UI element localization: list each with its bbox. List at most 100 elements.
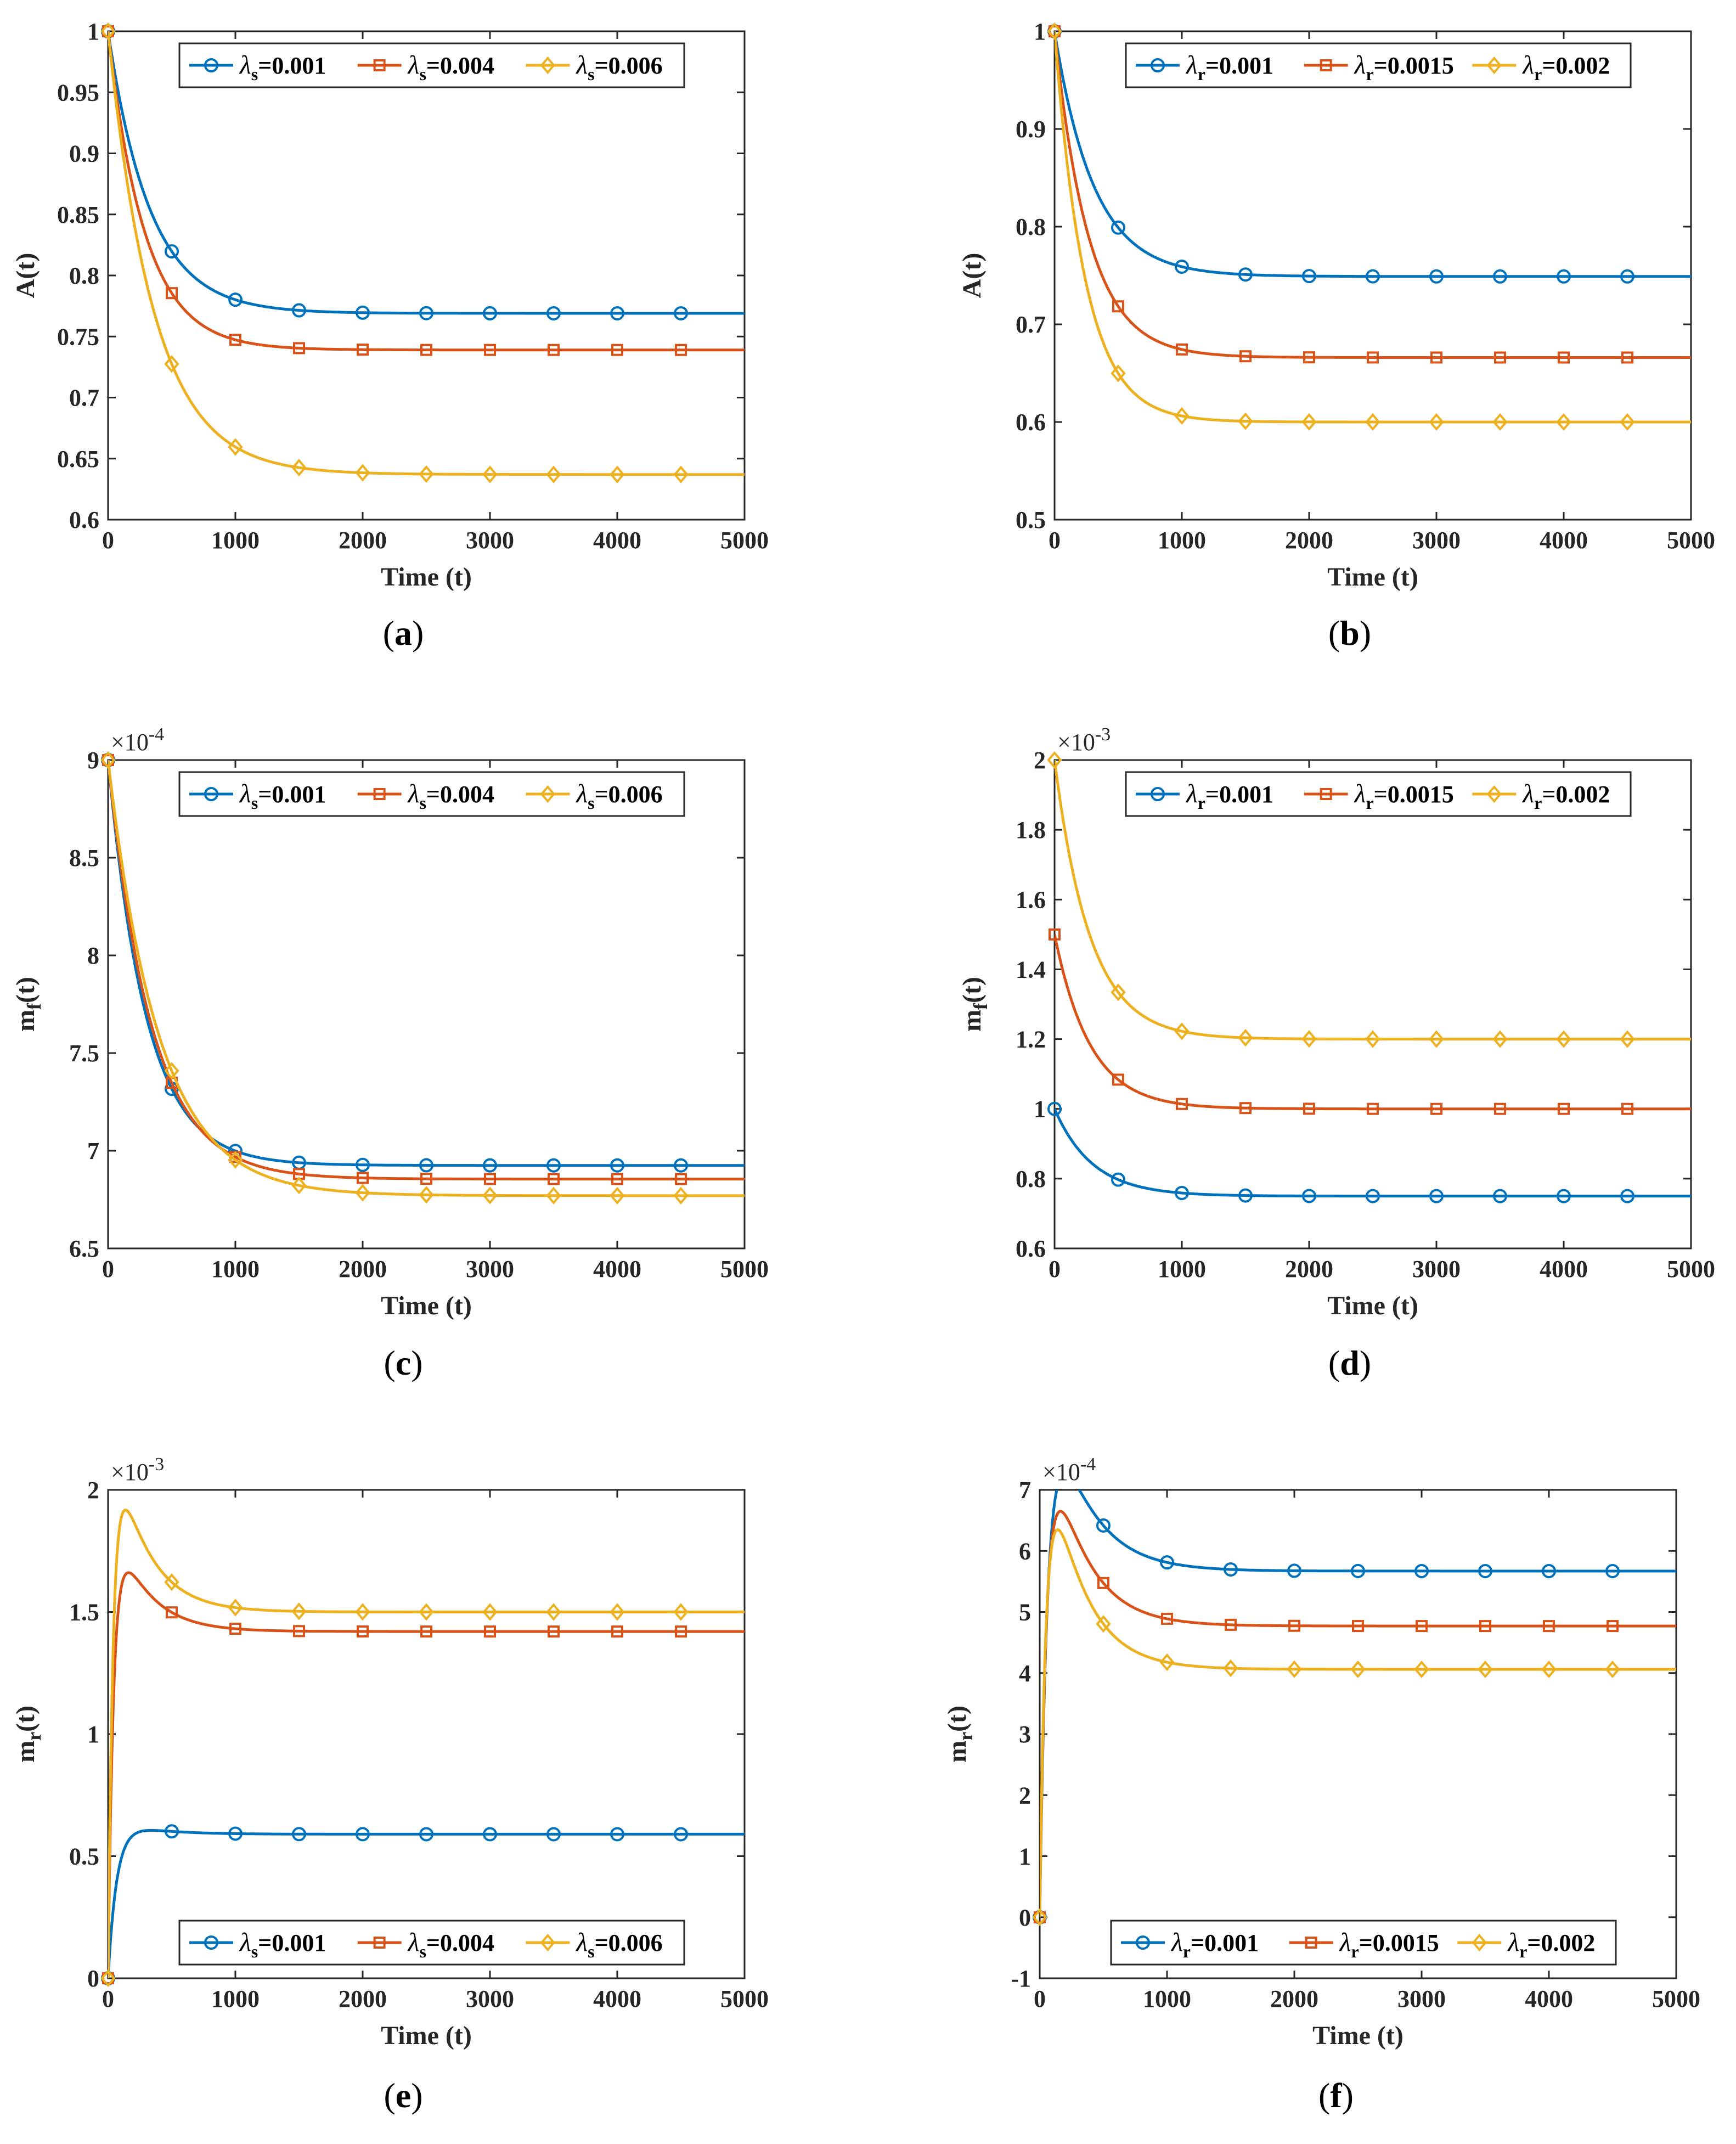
x-axis-label: Time (t) <box>381 1291 472 1320</box>
legend-marker <box>204 787 218 801</box>
series-2-marker <box>548 344 560 356</box>
series-2-marker <box>293 342 305 354</box>
series-3-marker <box>419 465 434 483</box>
series-1-marker <box>1605 1563 1620 1578</box>
series-1-marker <box>228 292 243 307</box>
axes-box <box>107 759 746 1250</box>
series-2-marker <box>1367 1102 1379 1115</box>
x-axis-label: Time (t) <box>1327 562 1418 592</box>
axis-exponent: ×10-4 <box>111 724 164 756</box>
series-3-marker <box>1111 364 1126 382</box>
series-2-marker <box>229 334 241 346</box>
series-line-2 <box>108 1571 745 1978</box>
legend-marker <box>540 56 555 75</box>
x-tick-label: 2000 <box>339 1256 387 1282</box>
legend-entry-1: λs=0.001 <box>239 1928 326 1961</box>
y-tick-label: 1.5 <box>69 1599 99 1626</box>
y-tick-label: 2 <box>1034 747 1046 774</box>
legend-entry-1: λr=0.001 <box>1185 779 1273 813</box>
series-1-marker <box>1351 1563 1365 1578</box>
series-3-marker <box>1350 1660 1366 1679</box>
x-tick-label: 4000 <box>1525 1985 1573 2012</box>
legend: λr=0.001 λr=0.0015 λr=0.002 <box>1110 1920 1617 1966</box>
legend-entry-3: λs=0.006 <box>575 1928 662 1961</box>
y-tick-label: 0.6 <box>69 507 99 533</box>
series-line-1 <box>1055 1108 1691 1198</box>
y-tick-label: 0.9 <box>1016 116 1046 143</box>
y-tick-label: 1 <box>87 18 99 45</box>
series-1-marker <box>1096 1518 1111 1533</box>
x-tick-label: 1000 <box>1143 1985 1191 2012</box>
series-1-marker <box>1414 1563 1429 1578</box>
series-3-marker <box>1223 1659 1238 1678</box>
y-tick-label: 1.6 <box>1016 886 1046 913</box>
axes-box <box>107 1489 746 1979</box>
series-2-marker <box>166 287 178 300</box>
series-3-marker <box>1032 1908 1047 1926</box>
legend-marker <box>1486 785 1502 803</box>
legend-entry-2: λs=0.004 <box>407 1928 494 1961</box>
legend-marker <box>1320 59 1332 71</box>
series-3-marker <box>100 751 116 769</box>
x-tick-label: 5000 <box>720 527 769 554</box>
legend-marker <box>540 785 555 803</box>
series-line-1 <box>108 1828 745 1978</box>
y-tick-label: 0.7 <box>69 385 99 412</box>
series-2-marker <box>420 344 432 356</box>
series-2-marker <box>1239 350 1252 363</box>
series-2-marker <box>1097 1577 1109 1589</box>
series-2-marker <box>1430 351 1442 364</box>
legend-marker <box>373 1937 386 1949</box>
series-1-marker <box>674 1158 688 1173</box>
series-3-marker <box>228 438 243 456</box>
y-axis-label: A(t) <box>957 253 987 299</box>
x-axis-label: Time (t) <box>1327 1291 1418 1320</box>
x-tick-label: 4000 <box>593 527 641 554</box>
y-tick-label: 0.9 <box>69 140 99 167</box>
series-3-marker <box>1096 1615 1111 1633</box>
y-tick-label: 1 <box>87 1721 99 1748</box>
series-1-marker <box>292 303 306 318</box>
y-tick-label: 0.6 <box>1016 1235 1046 1262</box>
legend-entry-3: λs=0.006 <box>575 779 662 813</box>
series-2-marker <box>1479 1620 1491 1633</box>
series-3-marker <box>291 459 307 477</box>
series-2-marker <box>1303 351 1315 364</box>
series-3-marker <box>1620 1030 1635 1048</box>
series-2-marker <box>548 1173 560 1185</box>
series-line-3 <box>1040 1528 1676 1917</box>
series-3-marker <box>1556 1030 1571 1048</box>
series-2-marker <box>293 1625 305 1637</box>
panel-a: 0 1000 2000 3000 4000 5000 0.6 0.65 0.7 0.75 0.8 0.… <box>11 18 769 652</box>
legend-marker <box>204 1935 218 1950</box>
series-2-marker <box>357 1172 369 1184</box>
series-1-marker <box>1557 1189 1571 1203</box>
y-tick-label: 6.5 <box>69 1235 99 1262</box>
series-2-marker <box>675 1625 687 1638</box>
series-1-marker <box>356 305 370 320</box>
series-3-marker <box>1287 1660 1302 1678</box>
y-tick-label: 2 <box>1019 1782 1031 1809</box>
x-tick-label: 3000 <box>1412 527 1461 554</box>
legend-marker <box>1486 56 1502 75</box>
series-2-marker <box>675 344 687 356</box>
series-1-marker <box>419 306 433 320</box>
series-3-marker <box>1429 413 1444 431</box>
x-axis-label: Time (t) <box>1312 2021 1404 2050</box>
x-axis-label: Time (t) <box>381 562 472 592</box>
legend-entry-3: λr=0.002 <box>1521 779 1610 813</box>
series-2-marker <box>229 1622 241 1635</box>
legend-entry-3: λs=0.006 <box>575 50 662 84</box>
series-3-marker <box>1492 413 1508 431</box>
x-axis-label: Time (t) <box>381 2021 472 2050</box>
y-tick-label: 9 <box>87 747 99 774</box>
series-1-marker <box>1366 269 1380 284</box>
x-tick-label: 2000 <box>339 1985 387 2012</box>
y-tick-label: 0.8 <box>1016 1166 1046 1192</box>
legend: λr=0.001 λr=0.0015 λr=0.002 <box>1125 42 1632 88</box>
y-tick-label: 7 <box>87 1138 99 1164</box>
series-3-marker <box>673 465 689 483</box>
series-2-marker <box>1494 351 1506 364</box>
series-2-marker <box>1494 1102 1506 1115</box>
x-tick-label: 5000 <box>1667 527 1715 554</box>
